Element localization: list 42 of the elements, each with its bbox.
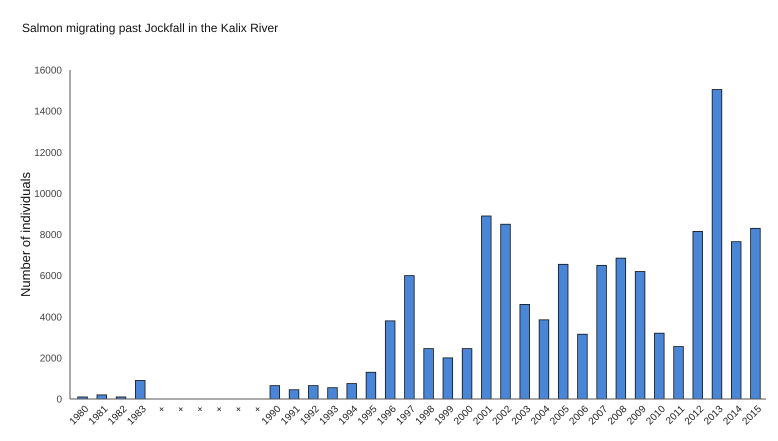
bar (135, 380, 146, 400)
y-tick-label: 8000 (40, 230, 62, 241)
bar (596, 264, 607, 400)
bar (462, 348, 472, 400)
bar (384, 320, 396, 400)
y-tick-label: 16000 (34, 66, 62, 76)
bar (520, 304, 530, 400)
y-tick-label: 4000 (40, 312, 62, 324)
y-tick-label: 6000 (40, 271, 62, 282)
bar (750, 228, 761, 400)
bar (692, 231, 703, 400)
bar (577, 334, 588, 400)
bar (558, 264, 568, 400)
y-tick-label: 12000 (34, 148, 62, 159)
x-tick-label: + (156, 404, 168, 416)
bar (730, 241, 742, 400)
bar (481, 216, 492, 400)
x-tick-label: + (252, 404, 264, 416)
bar (712, 89, 722, 400)
bar (270, 385, 280, 400)
x-tick-label: + (233, 404, 246, 416)
bar (500, 224, 511, 400)
bar (404, 275, 415, 400)
bar (616, 258, 626, 400)
bar (673, 346, 684, 400)
y-tick-label: 10000 (34, 188, 62, 200)
y-tick-label: 0 (56, 394, 62, 406)
x-tick-label: + (194, 404, 207, 416)
y-axis-title: Number of individuals (18, 172, 33, 298)
bar (346, 383, 357, 400)
bar (308, 385, 318, 400)
y-tick-label: 14000 (34, 106, 62, 118)
bar (366, 372, 376, 400)
chart-title: Salmon migrating past Jockfall in the Kalix River (22, 21, 278, 35)
bar (442, 357, 454, 400)
bar (634, 271, 646, 400)
x-tick-label: + (175, 404, 188, 416)
bar (654, 332, 665, 400)
x-tick-label: + (214, 404, 226, 416)
bar (538, 319, 550, 400)
bar (423, 348, 434, 400)
y-tick-label: 2000 (40, 353, 62, 364)
